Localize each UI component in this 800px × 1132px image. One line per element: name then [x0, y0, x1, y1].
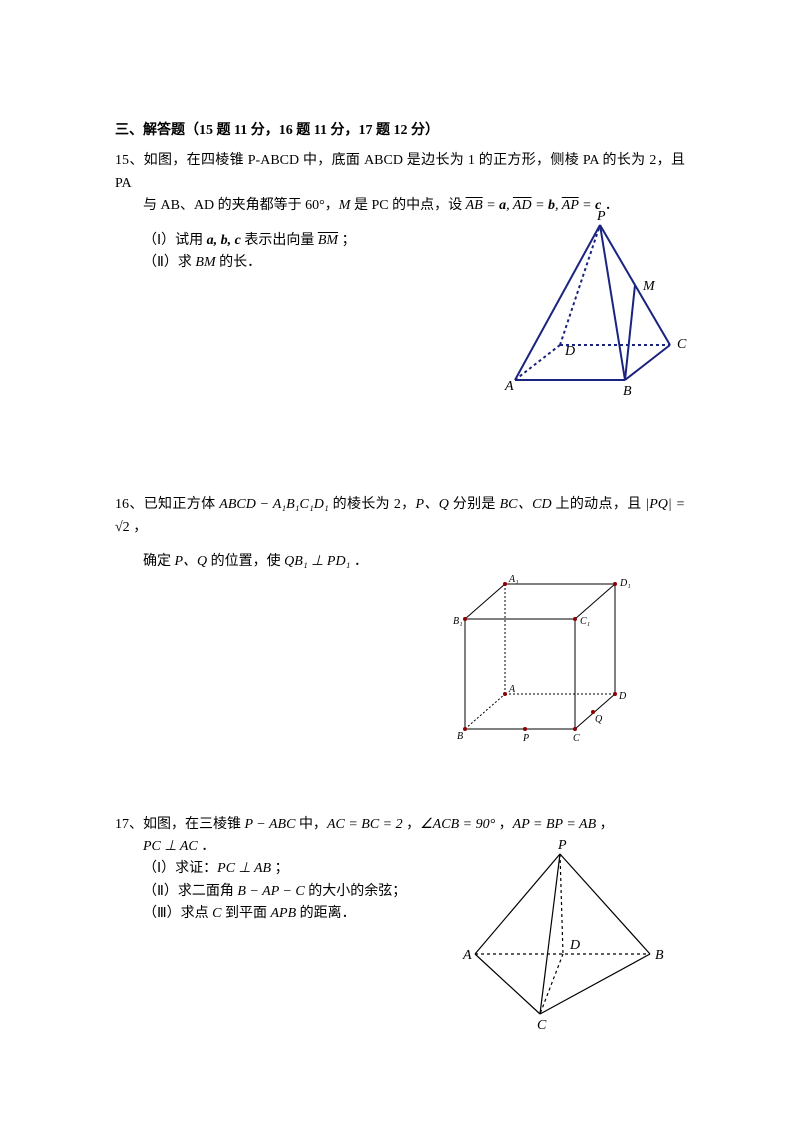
- p17-svg: P A B C D: [455, 844, 665, 1024]
- p17-ac: AC = BC = 2: [327, 817, 403, 832]
- p15-line2-mid: 是 PC 的中点，设: [350, 198, 465, 213]
- p17-part3-apb: APB: [271, 906, 297, 921]
- p17-label-a: A: [462, 948, 472, 963]
- p15-part1-end: ；: [338, 233, 356, 248]
- p15-part2-label: （Ⅱ）求: [143, 255, 195, 270]
- p16-line1-mid3: 上的动点，且: [552, 497, 646, 512]
- label-d2: D: [618, 691, 627, 702]
- p16-svg: B₁ A₁ C₁ D₁ B A C D P Q: [445, 574, 645, 744]
- problem-16: 16、已知正方体 ABCD − A₁B₁C₁D₁ 的棱长为 2，P、Q 分别是 …: [115, 494, 685, 773]
- p15-line2-pre: 与 AB、AD 的夹角都等于 60°，: [143, 198, 339, 213]
- p15-part1-bm: BM: [318, 233, 338, 248]
- label-c2: C: [573, 733, 580, 744]
- p17-part3-mid: 到平面: [222, 906, 271, 921]
- p17-ap: AP = BP = AB: [513, 817, 596, 832]
- p16-num: 16、: [115, 497, 144, 512]
- p17-label-d: D: [569, 938, 580, 953]
- p17-part3-c: C: [212, 906, 221, 921]
- label-d1: D₁: [619, 578, 631, 589]
- label-p2: P: [522, 733, 529, 744]
- p17-part1: （Ⅰ）求证：: [143, 861, 217, 876]
- label-d: D: [564, 344, 575, 359]
- p15-part2-end: 的长．: [216, 255, 262, 270]
- p15-num: 15、: [115, 153, 144, 168]
- p16-pq: P、Q: [416, 497, 449, 512]
- p17-line2-end: ．: [198, 839, 216, 854]
- label-a1: A₁: [508, 574, 519, 585]
- p17-line1-mid1: 中，: [295, 817, 327, 832]
- p17-pabc: P − ABC: [245, 817, 296, 832]
- p16-cube: ABCD − A₁B₁C₁D₁: [219, 497, 328, 512]
- label-q: Q: [595, 714, 603, 725]
- p15-part2-bm: BM: [195, 255, 215, 270]
- problem-17: 17、如图，在三棱锥 P − ABC 中，AC = BC = 2 ，∠ACB =…: [115, 814, 685, 926]
- p15-part1-vars: a, b, c: [207, 233, 241, 248]
- label-b2: B: [457, 731, 463, 742]
- p17-part1-end: ；: [271, 861, 289, 876]
- p16-line1-pre: 已知正方体: [144, 497, 220, 512]
- p17-part1-eq: PC ⊥ AB: [217, 861, 271, 876]
- p16-perp: QB₁ ⊥ PD₁: [284, 554, 350, 569]
- p17-part2-eq: B − AP − C: [237, 884, 304, 899]
- p17-num: 17、: [115, 817, 143, 832]
- p17-angle: ∠ACB = 90°: [420, 817, 495, 832]
- p17-line1-pre: 如图，在三棱锥: [143, 817, 245, 832]
- problem-15: 15、如图，在四棱锥 P-ABCD 中，底面 ABCD 是边长为 1 的正方形，…: [115, 150, 685, 454]
- p17-part3: （Ⅲ）求点: [143, 906, 212, 921]
- p15-figure: P M A B C D: [495, 210, 695, 408]
- label-a2: A: [508, 684, 516, 695]
- p16-line1-mid2: 分别是: [449, 497, 500, 512]
- p17-line1-mid3: ，: [495, 817, 513, 832]
- label-a: A: [504, 379, 514, 394]
- label-c1: C₁: [580, 616, 590, 627]
- label-p: P: [596, 209, 606, 224]
- p17-line2: PC ⊥ AC: [143, 839, 198, 854]
- p16-line2-pq: P、Q: [175, 554, 208, 569]
- p17-part3-end: 的距离．: [296, 906, 356, 921]
- p15-part1-label: （Ⅰ）试用: [143, 233, 207, 248]
- section-title: 三、解答题（15 题 11 分，16 题 11 分，17 题 12 分）: [115, 120, 685, 142]
- p16-figure: B₁ A₁ C₁ D₁ B A C D P Q: [445, 574, 645, 752]
- p16-bccd: BC、CD: [500, 497, 552, 512]
- label-b: B: [623, 384, 632, 399]
- p15-m: M: [339, 198, 351, 213]
- label-c: C: [677, 337, 687, 352]
- label-b1: B₁: [453, 616, 463, 627]
- p16-pqlen: |PQ| =: [645, 497, 685, 512]
- p16-line2-end: ．: [350, 554, 368, 569]
- p15-part1-mid: 表示出向量: [241, 233, 318, 248]
- p15-line1: 如图，在四棱锥 P-ABCD 中，底面 ABCD 是边长为 1 的正方形，侧棱 …: [115, 153, 685, 190]
- p17-label-c: C: [537, 1018, 547, 1033]
- p16-line2-mid: 的位置，使: [207, 554, 284, 569]
- p16-line2-pre: 确定: [143, 554, 175, 569]
- p16-line1-end: ，: [130, 520, 148, 535]
- p15-svg: P M A B C D: [495, 210, 695, 400]
- p17-line1-end: ，: [596, 817, 614, 832]
- p16-line1-mid: 的棱长为 2，: [329, 497, 416, 512]
- p17-line1-mid2: ，: [403, 817, 421, 832]
- label-m: M: [642, 279, 656, 294]
- p17-part2-end: 的大小的余弦；: [305, 884, 407, 899]
- p16-sqrt2: √2: [115, 520, 130, 535]
- p17-figure: P A B C D: [455, 844, 665, 1032]
- p17-part2: （Ⅱ）求二面角: [143, 884, 237, 899]
- p17-label-b: B: [655, 948, 664, 963]
- p17-label-p: P: [557, 838, 567, 853]
